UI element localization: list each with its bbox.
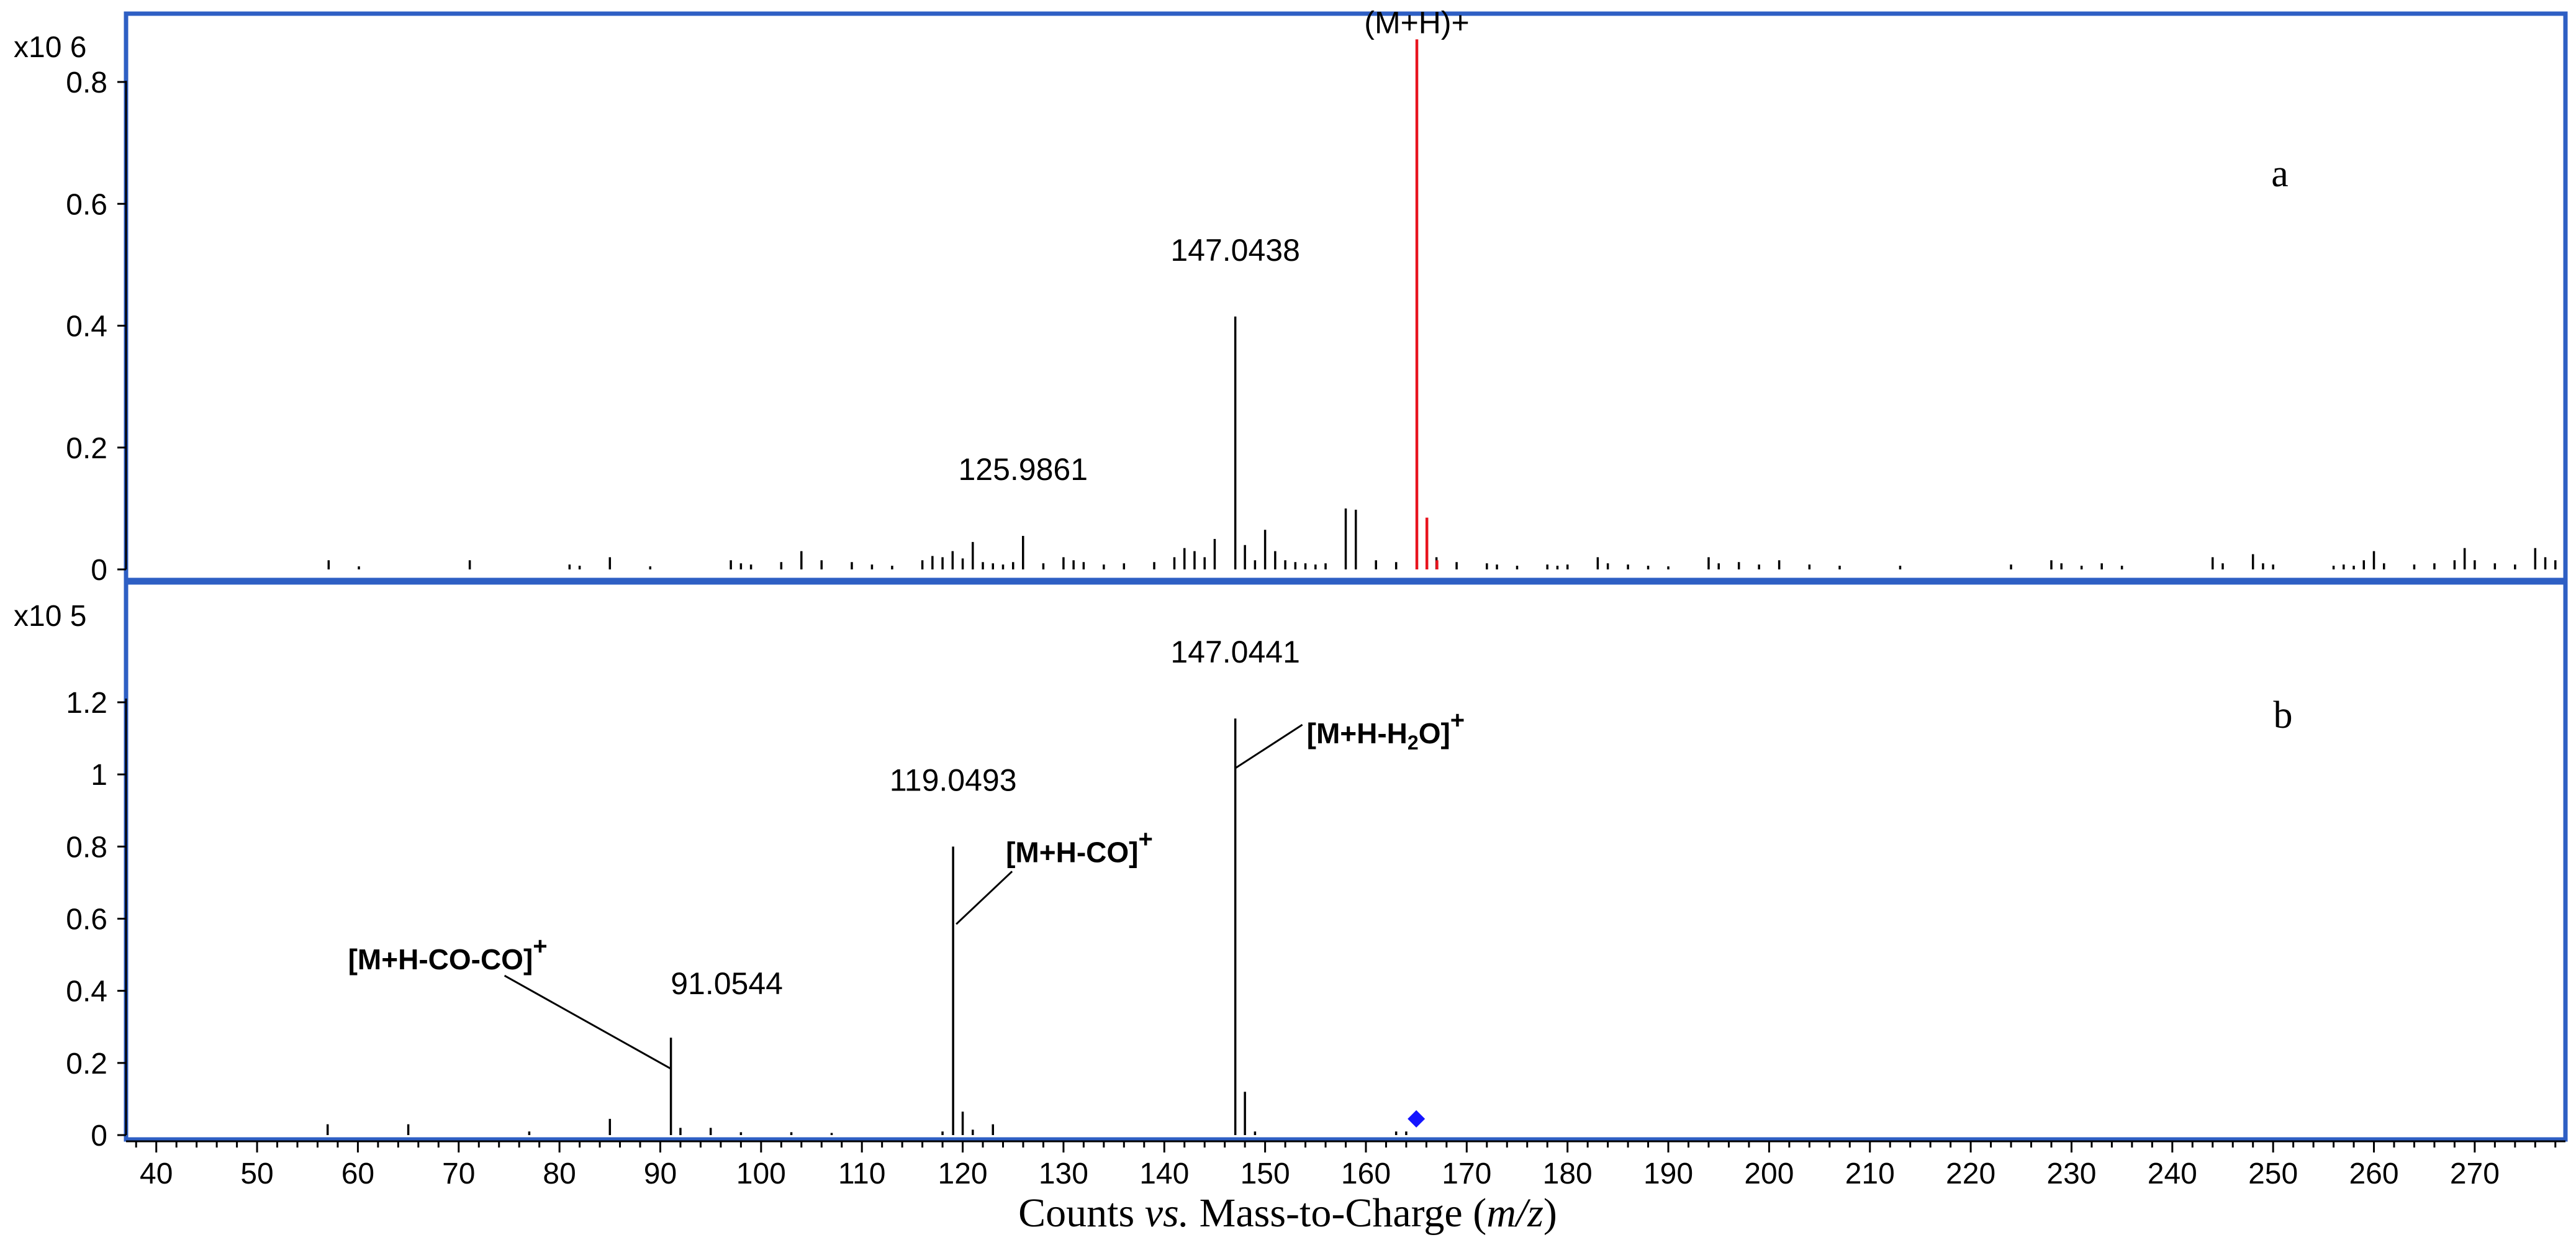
ion-label: [M+H-CO]+ <box>1006 825 1153 868</box>
plot-frame <box>124 580 2568 1142</box>
ion-leader-line <box>1234 723 1303 769</box>
x-tick-label: 60 <box>341 1157 374 1190</box>
y-tick-label: 0.8 <box>66 66 107 99</box>
x-tick-label: 220 <box>1946 1157 1995 1190</box>
x-tick-label: 210 <box>1845 1157 1895 1190</box>
panel-label: b <box>2274 694 2293 736</box>
y-tick-label: 0.4 <box>66 310 107 343</box>
x-tick-label: 160 <box>1341 1157 1391 1190</box>
x-tick-label: 260 <box>2349 1157 2398 1190</box>
y-tick-label: 0.6 <box>66 188 107 221</box>
y-tick-label: 1 <box>91 759 107 792</box>
x-tick-label: 50 <box>240 1157 273 1190</box>
x-tick-label: 110 <box>838 1157 886 1190</box>
ion-label: [M+H-CO-CO]+ <box>348 933 548 976</box>
spectrum-panel-b: x10 5 0 0.2 0.4 0.6 0.8 1 1.2 b 147.0441 119.0493 9… <box>14 580 2568 1152</box>
y-multiplier: x10 6 <box>14 31 86 64</box>
spectrum-panel-a: x10 6 0 0.2 0.4 0.6 0.8 a 165.0544 (M+H)+ 147.043… <box>14 0 2568 587</box>
peak-label: 165.0544 <box>1352 0 1482 2</box>
plot-frame <box>124 11 2568 582</box>
peak-label: 147.0441 <box>1170 635 1300 669</box>
panel-label: a <box>2271 153 2289 195</box>
x-tick-label: 150 <box>1241 1157 1290 1190</box>
peak-label: 119.0493 <box>890 763 1017 797</box>
x-tick-label: 190 <box>1643 1157 1693 1190</box>
x-tick-label: 120 <box>938 1157 988 1190</box>
x-tick-label: 240 <box>2148 1157 2197 1190</box>
x-tick-label: 100 <box>736 1157 786 1190</box>
ion-label: [M+H-H2O]+ <box>1307 707 1465 754</box>
y-tick-label: 0.2 <box>66 432 107 465</box>
peak-label: 91.0544 <box>671 966 783 1001</box>
ion-leader-line <box>504 974 672 1070</box>
mz-axis: 40 50 60 70 80 90 100 110 120 130 140 150 160 170 180 1… <box>126 1140 2565 1190</box>
y-tick-label: 1.2 <box>66 687 107 720</box>
x-tick-label: 250 <box>2248 1157 2298 1190</box>
x-tick-label: 140 <box>1139 1157 1189 1190</box>
x-tick-label: 90 <box>644 1157 677 1190</box>
peak-label: 125.9861 <box>958 452 1088 487</box>
peak-label: 147.0438 <box>1170 233 1300 268</box>
y-tick-label: 0.8 <box>66 831 107 864</box>
x-tick-label: 40 <box>140 1157 173 1190</box>
x-tick-label: 200 <box>1744 1157 1794 1190</box>
peak-label: (M+H)+ <box>1364 5 1469 40</box>
y-tick-label: 0 <box>91 1120 107 1152</box>
x-tick-label: 180 <box>1543 1157 1593 1190</box>
y-multiplier: x10 5 <box>14 600 86 633</box>
y-tick-label: 0.2 <box>66 1048 107 1080</box>
x-tick-label: 70 <box>442 1157 475 1190</box>
x-tick-label: 170 <box>1442 1157 1491 1190</box>
y-tick-label: 0.4 <box>66 976 107 1008</box>
y-tick-label: 0.6 <box>66 903 107 936</box>
x-axis-title: Counts vs. Mass-to-Charge (m/z) <box>1018 1190 1557 1236</box>
x-tick-label: 270 <box>2450 1157 2500 1190</box>
ion-leader-line <box>956 871 1013 925</box>
x-tick-label: 80 <box>543 1157 576 1190</box>
y-tick-label: 0 <box>91 554 107 587</box>
precursor-marker <box>1408 1110 1426 1128</box>
x-tick-label: 230 <box>2046 1157 2096 1190</box>
x-tick-label: 130 <box>1039 1157 1088 1190</box>
